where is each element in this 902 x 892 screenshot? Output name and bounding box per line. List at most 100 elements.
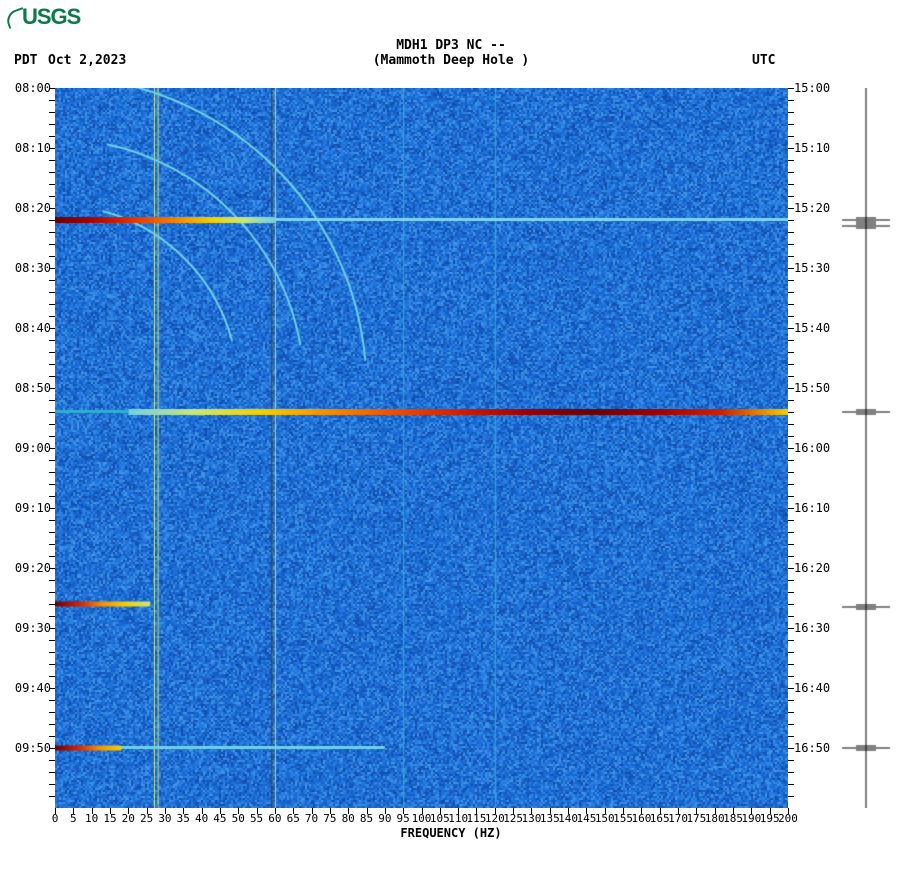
seismogram-canvas bbox=[838, 88, 894, 808]
tick-left bbox=[49, 292, 55, 293]
tick-left bbox=[49, 760, 55, 761]
tick-left bbox=[49, 172, 55, 173]
tick-left bbox=[49, 712, 55, 713]
tick-left bbox=[49, 304, 55, 305]
tick-right bbox=[788, 736, 794, 737]
x-tick-mark bbox=[770, 808, 771, 814]
tick-left bbox=[49, 772, 55, 773]
y-tick-right: 15:50 bbox=[794, 381, 830, 395]
x-tick-mark bbox=[641, 808, 642, 814]
tick-right bbox=[788, 616, 794, 617]
y-tick-right: 16:40 bbox=[794, 681, 830, 695]
tick-left bbox=[49, 748, 55, 749]
tick-right bbox=[788, 88, 794, 89]
tick-left bbox=[49, 244, 55, 245]
tick-right bbox=[788, 436, 794, 437]
tick-left bbox=[49, 196, 55, 197]
y-tick-left: 08:50 bbox=[6, 381, 51, 395]
tick-right bbox=[788, 580, 794, 581]
y-tick-right: 15:10 bbox=[794, 141, 830, 155]
x-tick-mark bbox=[92, 808, 93, 814]
x-tick-mark bbox=[513, 808, 514, 814]
usgs-logo-text: USGS bbox=[22, 4, 80, 29]
tick-left bbox=[49, 376, 55, 377]
x-tick-mark bbox=[128, 808, 129, 814]
x-tick-mark bbox=[476, 808, 477, 814]
tick-right bbox=[788, 460, 794, 461]
tick-right bbox=[788, 772, 794, 773]
tick-left bbox=[49, 544, 55, 545]
tick-right bbox=[788, 760, 794, 761]
tick-right bbox=[788, 268, 794, 269]
y-tick-right: 15:30 bbox=[794, 261, 830, 275]
tick-right bbox=[788, 544, 794, 545]
tick-left bbox=[49, 520, 55, 521]
tick-right bbox=[788, 316, 794, 317]
tick-left bbox=[49, 556, 55, 557]
x-tick-mark bbox=[73, 808, 74, 814]
x-tick-mark bbox=[348, 808, 349, 814]
tick-left bbox=[49, 736, 55, 737]
y-tick-left: 08:40 bbox=[6, 321, 51, 335]
tick-right bbox=[788, 112, 794, 113]
tick-left bbox=[49, 268, 55, 269]
tick-left bbox=[49, 700, 55, 701]
x-tick-mark bbox=[110, 808, 111, 814]
x-tick-mark bbox=[660, 808, 661, 814]
tick-right bbox=[788, 628, 794, 629]
tick-right bbox=[788, 712, 794, 713]
y-tick-left: 09:50 bbox=[6, 741, 51, 755]
tick-left bbox=[49, 136, 55, 137]
x-tick-mark bbox=[312, 808, 313, 814]
tick-right bbox=[788, 172, 794, 173]
y-tick-left: 08:30 bbox=[6, 261, 51, 275]
tick-left bbox=[49, 724, 55, 725]
y-tick-left: 09:10 bbox=[6, 501, 51, 515]
x-tick-mark bbox=[55, 808, 56, 814]
y-tick-right: 16:50 bbox=[794, 741, 830, 755]
tick-left bbox=[49, 388, 55, 389]
x-tick-mark bbox=[257, 808, 258, 814]
tick-right bbox=[788, 412, 794, 413]
tick-left bbox=[49, 316, 55, 317]
tick-right bbox=[788, 676, 794, 677]
x-tick-mark bbox=[751, 808, 752, 814]
y-tick-right: 15:20 bbox=[794, 201, 830, 215]
tick-left bbox=[49, 424, 55, 425]
tick-left bbox=[49, 184, 55, 185]
tick-right bbox=[788, 508, 794, 509]
x-tick-mark bbox=[422, 808, 423, 814]
tick-right bbox=[788, 496, 794, 497]
seismogram-sidebar bbox=[838, 88, 894, 808]
x-tick-mark bbox=[733, 808, 734, 814]
x-tick-mark bbox=[715, 808, 716, 814]
tick-left bbox=[49, 328, 55, 329]
x-tick-mark bbox=[568, 808, 569, 814]
tick-right bbox=[788, 688, 794, 689]
x-tick-mark bbox=[367, 808, 368, 814]
usgs-logo: USGS bbox=[6, 4, 80, 30]
x-tick-mark bbox=[696, 808, 697, 814]
tick-left bbox=[49, 652, 55, 653]
y-tick-right: 16:30 bbox=[794, 621, 830, 635]
tick-left bbox=[49, 796, 55, 797]
y-tick-left: 09:20 bbox=[6, 561, 51, 575]
tick-right bbox=[788, 340, 794, 341]
y-tick-right: 15:40 bbox=[794, 321, 830, 335]
tick-left bbox=[49, 676, 55, 677]
y-tick-right: 16:20 bbox=[794, 561, 830, 575]
x-tick-mark bbox=[202, 808, 203, 814]
tick-right bbox=[788, 724, 794, 725]
tick-left bbox=[49, 664, 55, 665]
header-date: Oct 2,2023 bbox=[48, 53, 126, 68]
x-tick-mark bbox=[440, 808, 441, 814]
tick-right bbox=[788, 388, 794, 389]
left-tz: PDT bbox=[14, 53, 37, 68]
tick-right bbox=[788, 448, 794, 449]
tick-left bbox=[49, 340, 55, 341]
x-tick-mark bbox=[586, 808, 587, 814]
y-tick-left: 08:00 bbox=[6, 81, 51, 95]
tick-left bbox=[49, 148, 55, 149]
x-tick-mark bbox=[275, 808, 276, 814]
tick-left bbox=[49, 532, 55, 533]
